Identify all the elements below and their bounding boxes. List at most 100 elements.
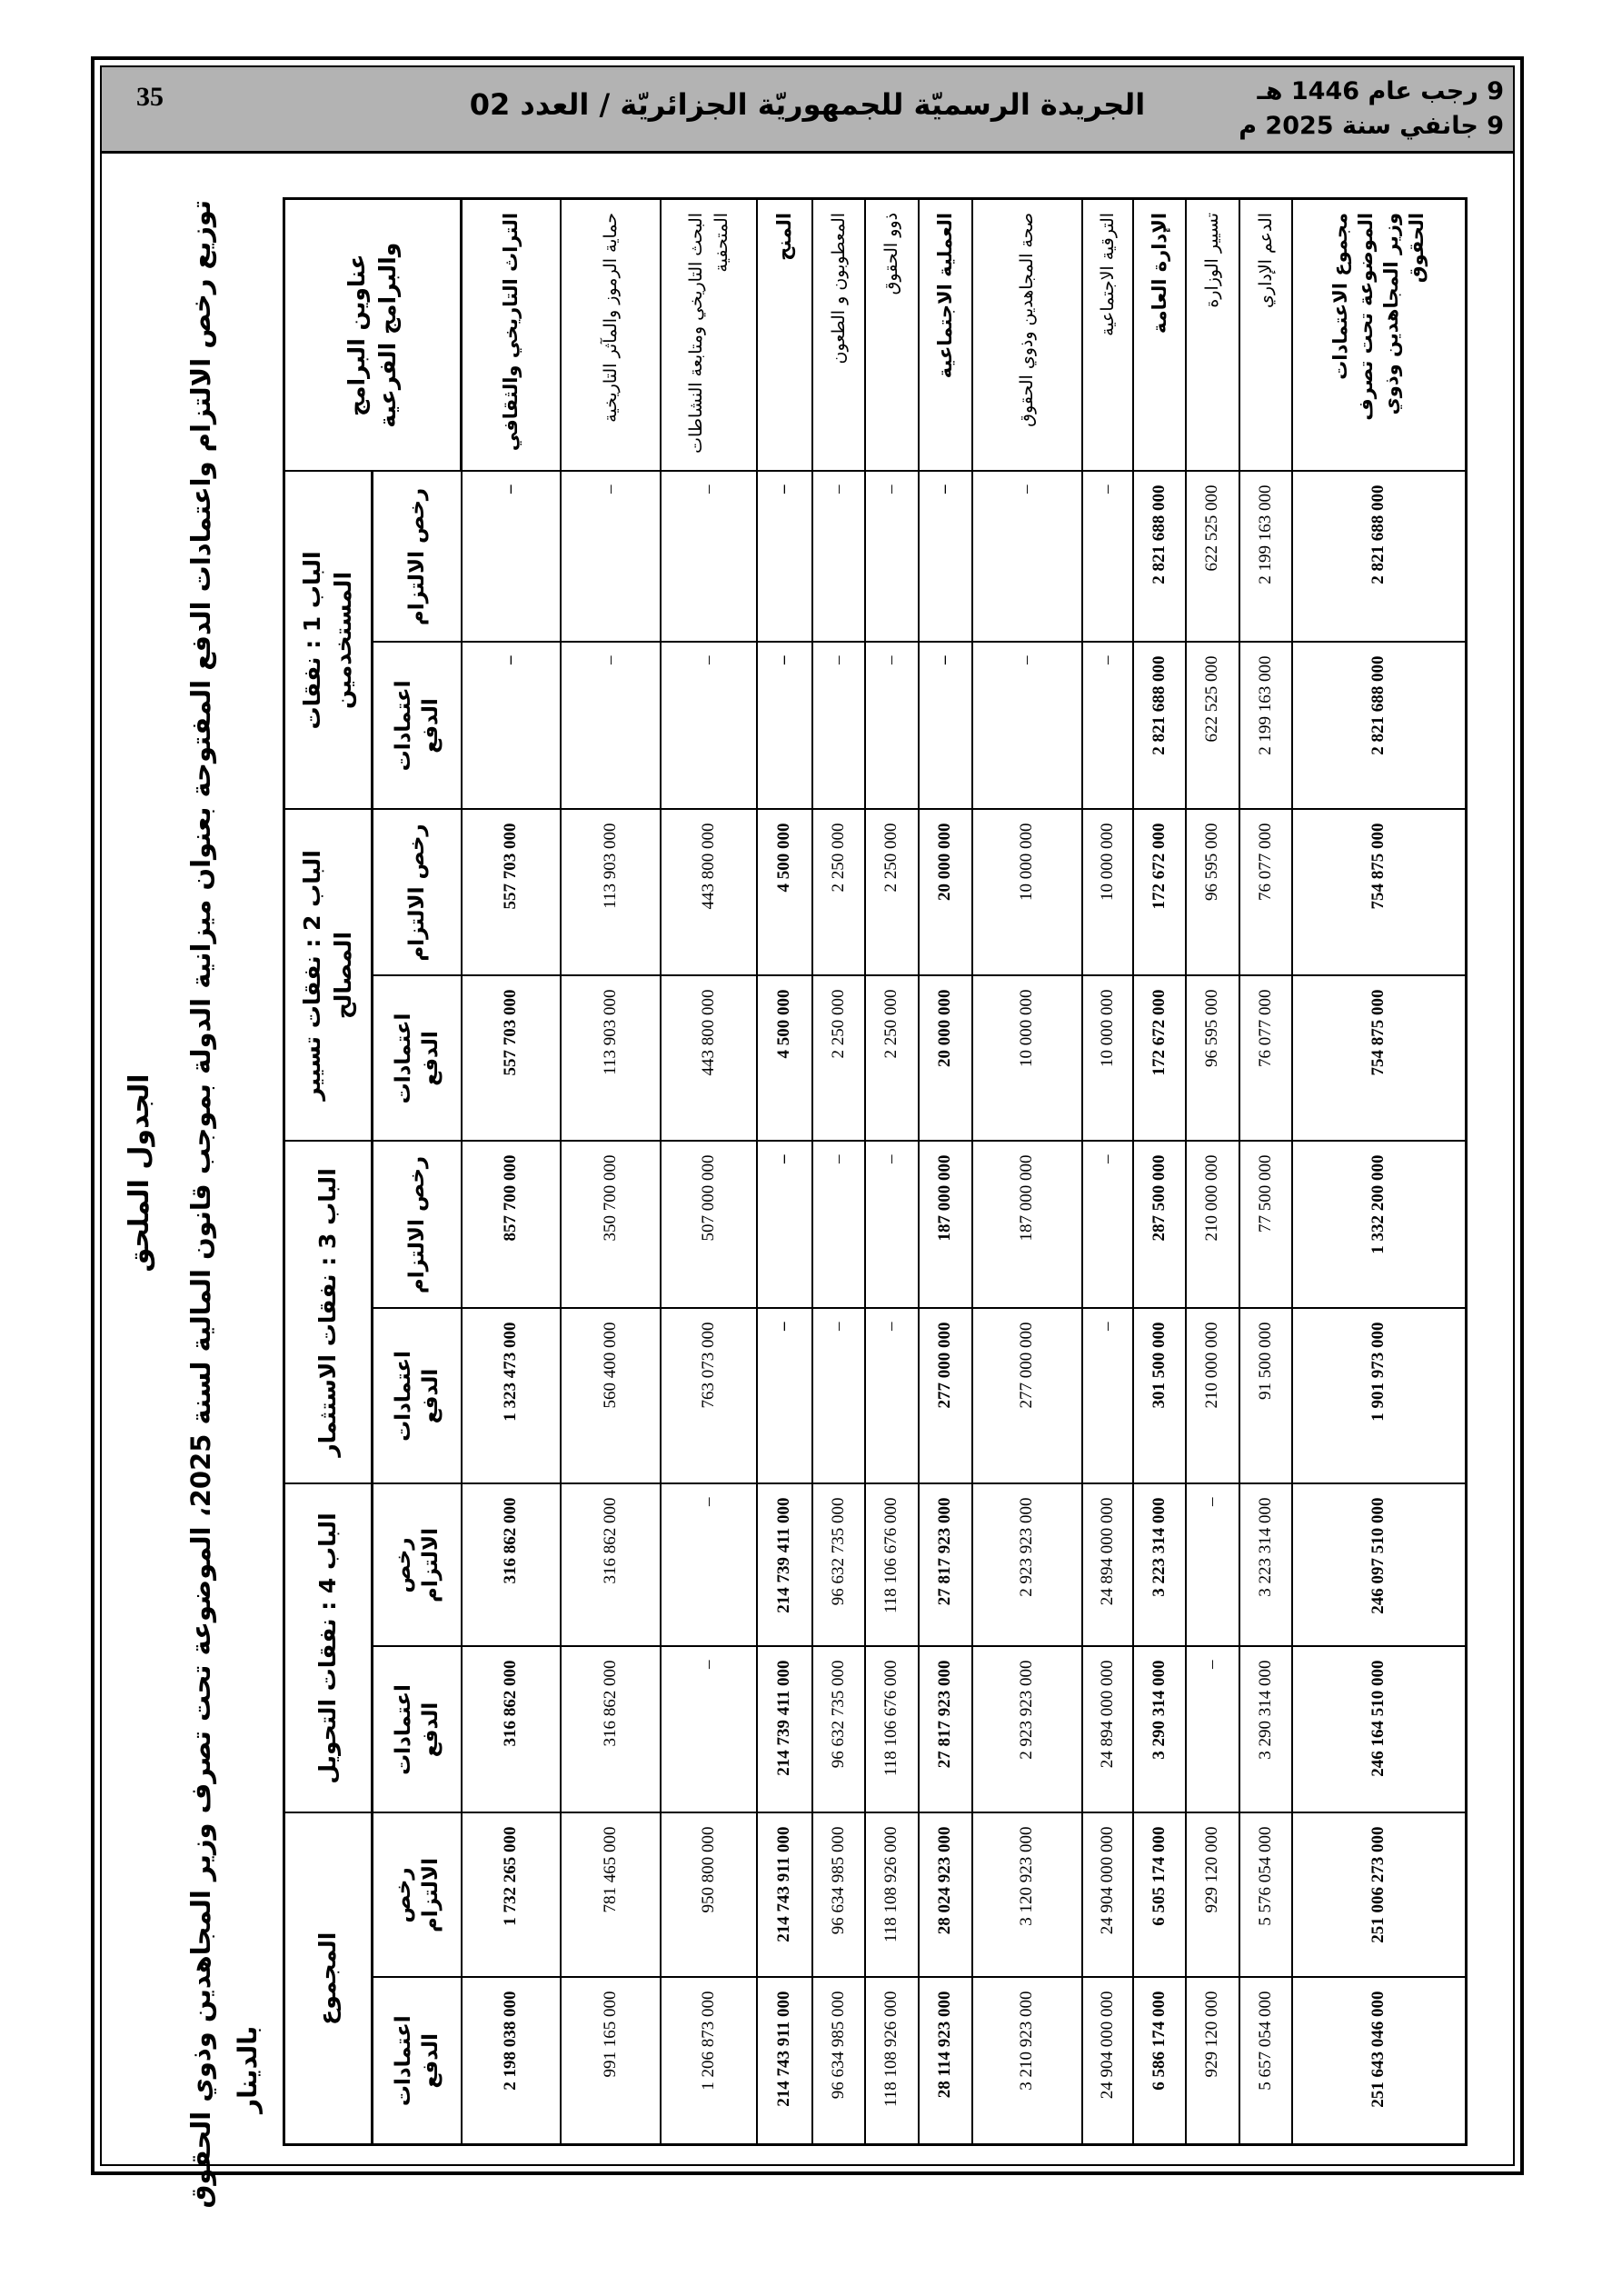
commitment-cell: – (1081, 1141, 1133, 1309)
date-hijri: 9 رجب عام 1446 هـ (1257, 77, 1504, 105)
commitment-cell: 187 000 000 (918, 1141, 972, 1309)
amount-value: 113 903 000 (600, 989, 620, 1075)
amount-value: – (600, 655, 620, 664)
program-label: الدعم الإداري (1239, 198, 1292, 472)
payment-cell: 929 120 000 (1185, 1977, 1239, 2145)
payment-cell: – (756, 642, 812, 810)
amount-value: 28 024 923 000 (935, 1826, 954, 1935)
amount-value: 96 632 735 000 (828, 1660, 848, 1769)
commitment-cell: 118 106 676 000 (864, 1483, 919, 1647)
commitment-cell: 96 632 735 000 (811, 1483, 865, 1647)
commitment-cell: 20 000 000 (918, 809, 972, 976)
payment-cell: 560 400 000 (560, 1308, 661, 1484)
commitment-cell: 214 743 911 000 (756, 1812, 812, 1978)
amount-value: – (774, 655, 793, 664)
amount-value: 754 875 000 (1368, 989, 1388, 1076)
amount-value: – (774, 1154, 793, 1163)
amount-value: – (1097, 1154, 1117, 1163)
payment-cell: 2 821 688 000 (1132, 642, 1186, 810)
program-label: صحة المجاهدين وذوي الحقوق (971, 198, 1082, 472)
payment-cell: 246 164 510 000 (1291, 1646, 1467, 1813)
amount-value: – (1097, 655, 1117, 664)
commitment-cell: 350 700 000 (560, 1141, 661, 1309)
commitment-cell: 251 006 273 000 (1291, 1812, 1467, 1978)
commitment-cell: 316 862 000 (461, 1483, 561, 1647)
amount-value: 172 672 000 (1149, 989, 1169, 1076)
amount-value: 287 500 000 (1149, 1154, 1169, 1242)
commitment-cell: 187 000 000 (971, 1141, 1082, 1309)
allocation-table: عناوين البرامج والبرامج الفرعية الباب 1 … (283, 196, 1468, 2146)
amount-value: 10 000 000 (1097, 823, 1117, 901)
amount-value: 3 210 923 000 (1017, 1991, 1036, 2091)
payment-cell: 763 073 000 (660, 1308, 757, 1484)
amount-value: 4 500 000 (774, 823, 793, 893)
amount-value: 91 500 000 (1255, 1322, 1275, 1400)
amount-value: 2 198 038 000 (501, 1991, 520, 2091)
payment-cell: 3 290 314 000 (1132, 1646, 1186, 1813)
commitment-cell: 2 821 688 000 (1291, 471, 1467, 643)
table-row: الترقية الاجتماعية – – 10 000 000 10 000 000… (1081, 198, 1133, 2145)
subheader-payment: اعتمادات الدفع (372, 642, 462, 810)
commitment-cell: 2 250 000 (864, 809, 919, 976)
payment-cell: 5 657 054 000 (1239, 1977, 1292, 2145)
commitment-cell: 857 700 000 (461, 1141, 561, 1309)
payment-cell: – (756, 1308, 812, 1484)
subheader-payment: اعتمادات الدفع (372, 1646, 462, 1813)
amount-value: – (501, 655, 520, 664)
amount-value: 2 250 000 (881, 989, 901, 1059)
amount-value: 27 817 923 000 (935, 1660, 954, 1769)
amount-value: 1 332 200 000 (1368, 1154, 1388, 1254)
header-title-4: الباب 4 : نفقات التحويل (284, 1483, 373, 1813)
payment-cell: 2 250 000 (864, 975, 919, 1142)
amount-value: 5 576 054 000 (1255, 1826, 1275, 1926)
amount-value: 10 000 000 (1017, 823, 1036, 901)
amount-value: 622 525 000 (1202, 484, 1221, 572)
commitment-cell: 76 077 000 (1239, 809, 1292, 976)
commitment-cell: 1 732 265 000 (461, 1812, 561, 1978)
payment-cell: – (660, 1646, 757, 1813)
amount-value: 3 290 314 000 (1149, 1660, 1169, 1760)
subheader-commitment: رخص الالتزام (372, 1141, 462, 1309)
payment-cell: – (811, 642, 865, 810)
amount-value: 557 703 000 (501, 823, 520, 910)
amount-value: 96 634 985 000 (828, 1991, 848, 2100)
payment-cell: – (1081, 1308, 1133, 1484)
commitment-cell: 96 634 985 000 (811, 1812, 865, 1978)
amount-value: – (1097, 1322, 1117, 1331)
commitment-cell: – (756, 471, 812, 643)
subheader-commitment: رخص الالتزام (372, 1483, 462, 1647)
amount-value: 172 672 000 (1149, 823, 1169, 910)
amount-value: 2 821 688 000 (1149, 484, 1169, 584)
commitment-cell: – (811, 471, 865, 643)
amount-value: 507 000 000 (698, 1154, 718, 1242)
payment-cell: 2 923 923 000 (971, 1646, 1082, 1813)
amount-value: 443 800 000 (698, 823, 718, 910)
amount-value: – (828, 1322, 848, 1331)
commitment-cell: 443 800 000 (660, 809, 757, 976)
payment-cell: 96 595 000 (1185, 975, 1239, 1142)
amount-value: 929 120 000 (1202, 1826, 1221, 1913)
amount-value: 622 525 000 (1202, 655, 1221, 743)
amount-value: 10 000 000 (1017, 989, 1036, 1067)
amount-value: 27 817 923 000 (935, 1497, 954, 1606)
amount-value: – (1097, 484, 1117, 494)
amount-value: 96 632 735 000 (828, 1497, 848, 1606)
amount-value: 2 821 688 000 (1149, 655, 1169, 755)
payment-cell: 113 903 000 (560, 975, 661, 1142)
amount-value: 28 114 923 000 (935, 1991, 954, 2099)
payment-cell: 557 703 000 (461, 975, 561, 1142)
payment-cell: 96 632 735 000 (811, 1646, 865, 1813)
amount-value: 214 743 911 000 (774, 1826, 793, 1942)
subheader-payment: اعتمادات الدفع (372, 1977, 462, 2145)
amount-value: – (1202, 1660, 1221, 1669)
amount-value: 246 097 510 000 (1368, 1497, 1388, 1614)
amount-value: 350 700 000 (600, 1154, 620, 1242)
commitment-cell: 172 672 000 (1132, 809, 1186, 976)
commitment-cell: – (560, 471, 661, 643)
payment-cell: – (660, 642, 757, 810)
program-label: الإدارة العامة (1132, 198, 1186, 472)
table-row: العملية الاجتماعية – – 20 000 000 20 000 000… (918, 198, 972, 2145)
rotated-annex: الجدول الملحق توزيع رخص الالتزام واعتماد… (118, 182, 1490, 2209)
commitment-cell: 5 576 054 000 (1239, 1812, 1292, 1978)
commitment-cell: – (1185, 1483, 1239, 1647)
